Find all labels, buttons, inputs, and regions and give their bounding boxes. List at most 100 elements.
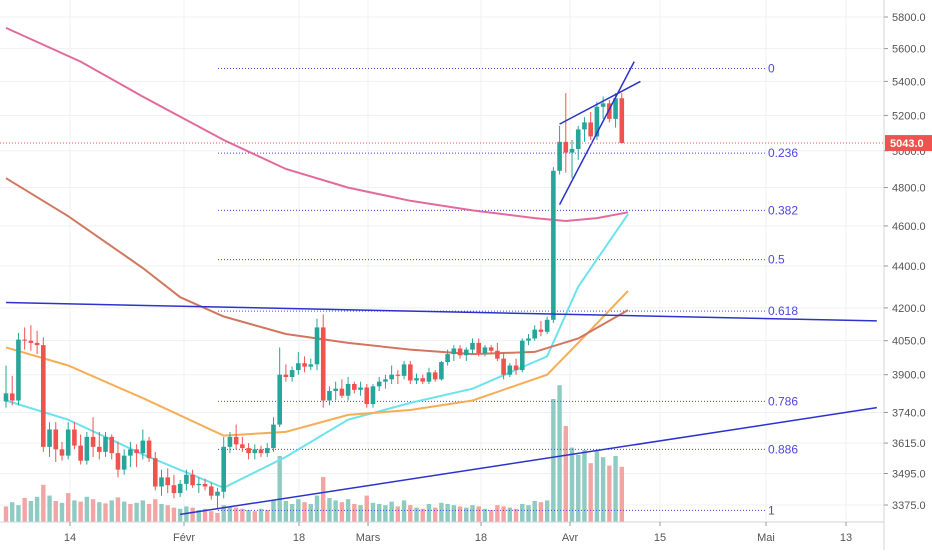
candle-body (258, 449, 264, 454)
volume-bar (16, 505, 21, 522)
volume-bar (271, 500, 276, 522)
candle-body (41, 345, 46, 447)
volume-bar (121, 501, 127, 522)
candle-body (208, 486, 214, 496)
candle-body (252, 449, 258, 454)
volume-bar (246, 510, 251, 522)
fib-layer[interactable]: 0 0.236 0.382 0.5 0.618 0.786 0.886 1 (218, 61, 798, 517)
candle (619, 93, 625, 144)
volume-bar (607, 465, 612, 522)
candle (383, 374, 388, 389)
candle-body (165, 477, 171, 486)
candle-body (327, 391, 332, 401)
volume-bar (72, 500, 77, 522)
trend-line[interactable] (559, 80, 641, 125)
candle (134, 444, 139, 468)
volume-bar (600, 457, 606, 522)
candle-body (320, 327, 326, 401)
volume-bar (177, 508, 183, 522)
volume-bar (78, 501, 83, 522)
volume-bar (134, 502, 139, 522)
candle (283, 364, 289, 382)
y-axis[interactable]: 5800.05600.05400.05200.05000.04800.04600… (883, 0, 932, 550)
candle (314, 318, 320, 371)
candle-body (152, 458, 158, 487)
candle-body (594, 106, 600, 137)
candle (513, 358, 519, 375)
candle (215, 487, 220, 510)
fib-level-label: 0 (768, 61, 775, 75)
volume-bar (495, 505, 500, 522)
current-price-label: 5043.0 (890, 138, 924, 150)
candle-body (526, 338, 531, 341)
candle-body (115, 453, 121, 470)
volume-bar (563, 426, 568, 522)
candle-body (196, 483, 202, 486)
candle-body (227, 436, 233, 447)
volume-bar (395, 506, 401, 522)
trend-line[interactable] (180, 406, 877, 516)
candle (3, 365, 9, 408)
candle-body (544, 319, 550, 332)
x-axis[interactable]: 14 Févr 18 Mars 18 Avr 15 Mai 13 (0, 521, 884, 544)
volume-bar (258, 508, 264, 522)
x-tick-label: 13 (840, 532, 852, 544)
volume-bar (227, 506, 233, 522)
volume-bar (34, 496, 40, 522)
volume-bar (470, 505, 475, 522)
candle-body (613, 98, 618, 119)
candle (551, 167, 556, 324)
fib-level-label: 0.236 (768, 146, 798, 160)
candle-body (352, 383, 357, 390)
candle (345, 377, 351, 401)
volume-bar (383, 505, 388, 522)
volume-bar (507, 507, 513, 522)
volume-bar (613, 456, 618, 522)
y-tick-label: 3615.0 (892, 438, 926, 450)
candle-body (59, 449, 65, 456)
volume-bar (488, 510, 494, 522)
candle (271, 417, 276, 452)
candle (532, 325, 537, 341)
candle (401, 360, 407, 380)
current-price-badge (885, 135, 932, 152)
candle (252, 444, 258, 460)
candle-body (296, 363, 301, 371)
volume-bar (420, 508, 425, 522)
volume-bar (47, 495, 52, 522)
candle-body (171, 485, 177, 494)
volume-bar (364, 495, 369, 522)
candle (488, 345, 494, 355)
candle-body (476, 342, 482, 354)
candle (202, 478, 208, 491)
candle-body (420, 378, 426, 382)
volume-bar (283, 501, 289, 522)
fib-level-label: 0.886 (768, 442, 798, 456)
trend-line[interactable] (558, 61, 635, 205)
volume-bar (128, 504, 133, 522)
candle-body (140, 440, 146, 454)
candle (196, 477, 202, 494)
candle-body (501, 358, 506, 375)
candle-body (16, 339, 21, 401)
volume-bar (321, 477, 326, 522)
candle-body (600, 103, 606, 107)
volume-bar (582, 450, 587, 522)
y-tick-label: 5200.0 (892, 110, 926, 122)
candle-body (308, 364, 314, 367)
volume-bar (140, 500, 146, 522)
x-tick-label: 15 (654, 532, 666, 544)
candle (420, 374, 426, 384)
volume-bar (314, 495, 320, 522)
candle (103, 431, 108, 457)
ma-layer (5, 26, 629, 489)
candle-body (109, 436, 115, 454)
candle (358, 381, 363, 396)
trend-layer[interactable] (5, 61, 877, 516)
candle (302, 356, 307, 373)
candle (121, 449, 127, 475)
candle (370, 383, 376, 408)
x-tick-label: Févr (173, 532, 195, 544)
trend-line[interactable] (5, 301, 877, 322)
